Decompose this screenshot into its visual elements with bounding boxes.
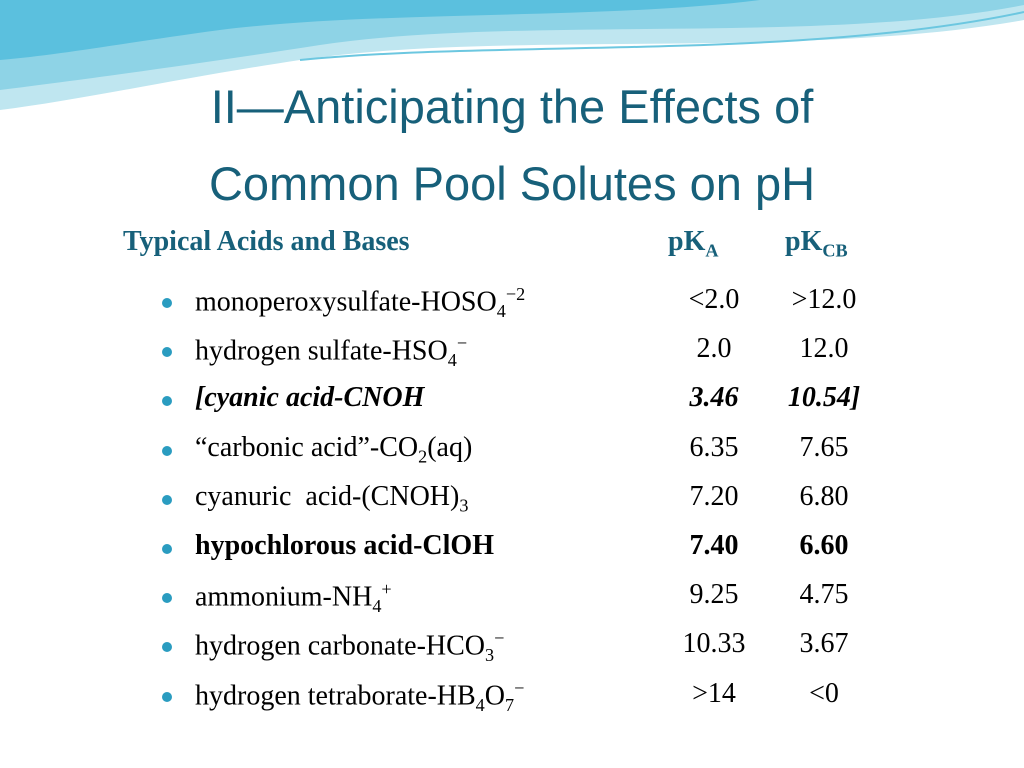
text-run: cyanuric acid-(CNOH) bbox=[195, 480, 460, 512]
text-run: 7 bbox=[505, 694, 515, 715]
pkcb-value: 3.67 bbox=[799, 628, 849, 660]
text-run: 3 bbox=[459, 495, 469, 516]
bullet bbox=[162, 593, 172, 604]
compound-name: hydrogen sulfate-HSO4− bbox=[195, 333, 467, 371]
bullet bbox=[162, 494, 172, 505]
pkcb-value: 4.75 bbox=[799, 579, 849, 611]
text-run: Typical Acids and Bases bbox=[123, 226, 410, 257]
pka-value: <2.0 bbox=[688, 284, 740, 315]
bullet bbox=[162, 642, 172, 653]
text-run: hydrogen tetraborate-HB bbox=[195, 679, 476, 711]
pka-value: 2.0 bbox=[696, 333, 732, 365]
text-run: −2 bbox=[505, 284, 526, 304]
pka-value: 9.25 bbox=[689, 579, 739, 611]
title-line: II—Anticipating the Effects of bbox=[210, 80, 814, 133]
text-run: 4 bbox=[475, 694, 485, 715]
text-run: “carbonic acid”-CO bbox=[195, 431, 419, 463]
text-run: pK bbox=[785, 226, 823, 257]
compound-name: “carbonic acid”-CO2(aq) bbox=[195, 432, 472, 468]
slide-title: II—Anticipating the Effects of Common Poo… bbox=[0, 68, 1024, 222]
pkcb-value: 7.65 bbox=[799, 431, 849, 463]
text-run: ammonium-NH bbox=[195, 581, 373, 613]
text-run: O bbox=[484, 679, 505, 711]
column-header: Typical Acids and Bases bbox=[123, 226, 410, 258]
column-header: pKA bbox=[668, 226, 719, 262]
compound-name: hydrogen carbonate-HCO3− bbox=[195, 628, 504, 666]
text-run: hypochlorous acid-ClOH bbox=[195, 530, 494, 561]
wave-decoration bbox=[0, 0, 1024, 110]
compound-name: hydrogen tetraborate-HB4O7− bbox=[195, 678, 524, 716]
text-run: pK bbox=[668, 226, 706, 257]
bullet bbox=[162, 445, 172, 456]
compound-name: ammonium-NH4+ bbox=[195, 579, 392, 617]
pka-value: 10.33 bbox=[682, 628, 746, 660]
pka-value: 7.40 bbox=[689, 530, 739, 561]
compound-name: cyanuric acid-(CNOH)3 bbox=[195, 481, 468, 517]
text-run: hydrogen carbonate-HCO bbox=[195, 630, 486, 662]
text-run: 2 bbox=[418, 446, 428, 467]
bullet bbox=[162, 298, 172, 308]
pkcb-value: <0 bbox=[809, 677, 839, 709]
text-run: 3 bbox=[485, 645, 495, 666]
compound-name: monoperoxysulfate-HOSO4−2 bbox=[195, 284, 525, 322]
pkcb-value: 6.80 bbox=[799, 480, 849, 512]
compound-name: [cyanic acid-CNOH bbox=[195, 382, 424, 414]
text-run: 4 bbox=[372, 596, 382, 617]
pkcb-value: >12.0 bbox=[791, 284, 857, 315]
bullet bbox=[162, 347, 172, 358]
pkcb-value: 6.60 bbox=[799, 530, 849, 561]
pkcb-value: 12.0 bbox=[799, 333, 849, 365]
title-line: Common Pool Solutes on pH bbox=[208, 157, 816, 210]
bullet bbox=[162, 396, 172, 407]
text-run: CB bbox=[822, 240, 848, 261]
text-run: − bbox=[514, 677, 525, 698]
compound-name: hypochlorous acid-ClOH bbox=[195, 530, 494, 562]
text-run: 4 bbox=[496, 300, 506, 321]
text-run: [cyanic acid-CNOH bbox=[195, 382, 425, 414]
text-run: hydrogen sulfate-HSO bbox=[195, 335, 448, 367]
pka-value: 7.20 bbox=[689, 480, 739, 512]
text-run: monoperoxysulfate-HOSO bbox=[195, 286, 497, 318]
column-header: pKCB bbox=[785, 226, 848, 262]
pka-value: 6.35 bbox=[689, 431, 739, 463]
text-run: + bbox=[381, 579, 392, 600]
text-run: − bbox=[456, 333, 468, 354]
text-run: (aq) bbox=[427, 431, 473, 463]
bullet bbox=[162, 691, 172, 702]
pka-value: >14 bbox=[692, 677, 736, 709]
text-run: 4 bbox=[447, 350, 457, 371]
bullet bbox=[162, 544, 172, 554]
pkcb-value: 10.54] bbox=[787, 382, 861, 414]
text-run: A bbox=[705, 240, 719, 261]
text-run: − bbox=[494, 628, 505, 649]
pka-value: 3.46 bbox=[689, 382, 739, 414]
